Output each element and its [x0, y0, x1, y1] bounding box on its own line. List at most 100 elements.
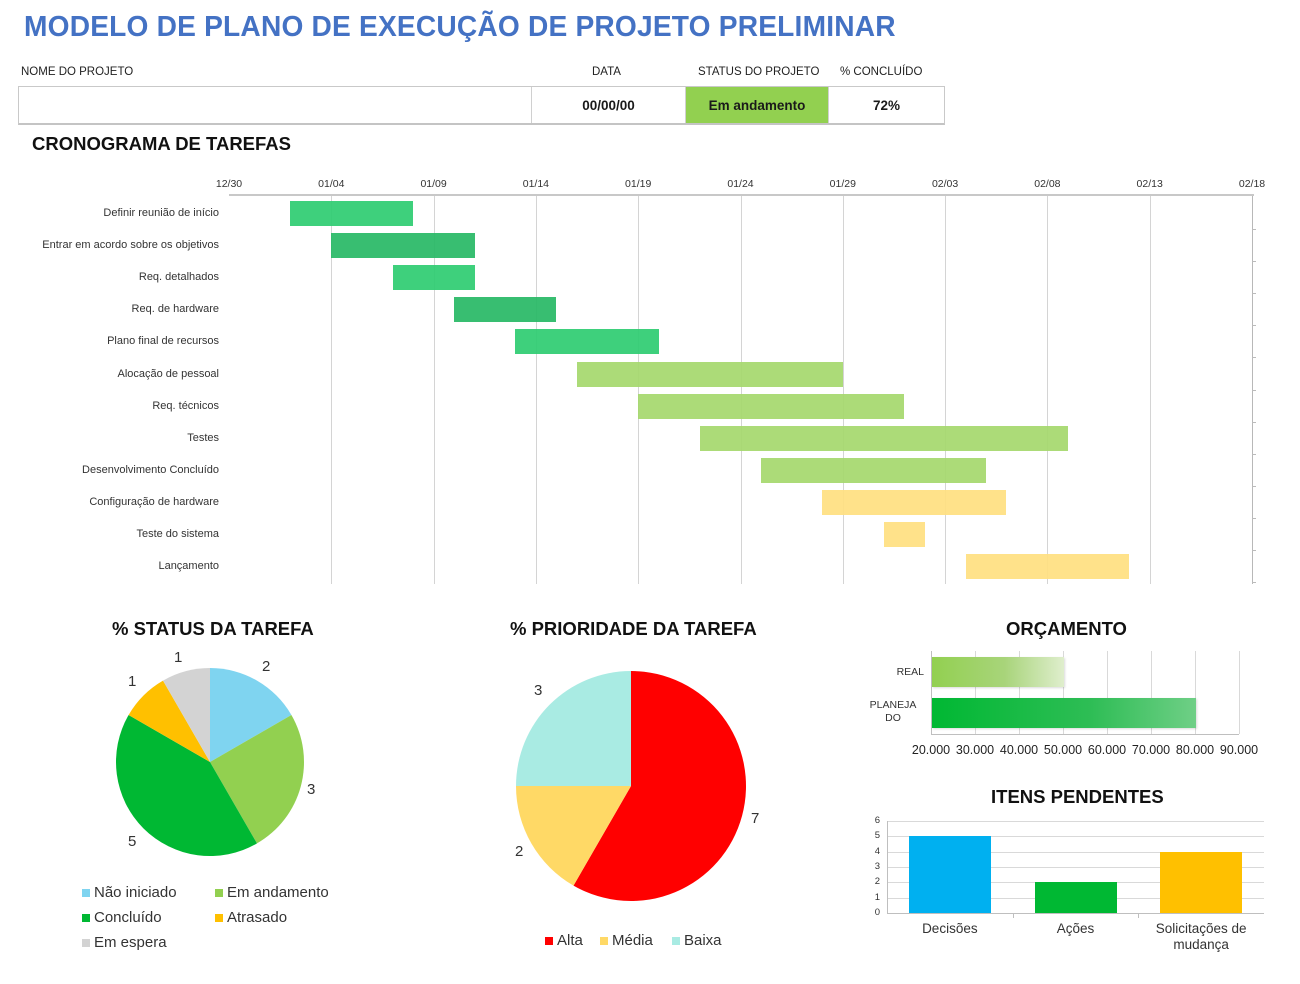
pending-x-tick	[1138, 913, 1140, 918]
budget-axis-tick-label: 70.000	[1131, 743, 1171, 757]
legend-label: Não iniciado	[94, 884, 177, 901]
gantt-axis-tick-label: 01/14	[522, 178, 550, 190]
gantt-axis-tick-label: 02/13	[1136, 178, 1163, 190]
legend-swatch-icon	[600, 936, 608, 945]
legend-swatch-icon	[545, 936, 553, 945]
gantt-task-bar[interactable]	[290, 201, 414, 226]
budget-title: ORÇAMENTO	[1006, 618, 1127, 639]
gantt-y-tick	[1252, 517, 1256, 519]
pie-slice[interactable]	[573, 671, 747, 901]
gantt-task-label: Alocação de pessoal	[117, 367, 219, 380]
project-status-field[interactable]: Em andamento	[685, 87, 828, 123]
gantt-axis-tick-label: 02/03	[931, 178, 959, 190]
pie-slice[interactable]	[516, 786, 631, 886]
legend-item[interactable]: Baixa	[672, 932, 722, 949]
gantt-y-tick	[1252, 421, 1256, 423]
gantt-task-bar[interactable]	[965, 554, 1130, 580]
gantt-axis-tick-label: 01/09	[420, 178, 447, 190]
gantt-task-bar[interactable]	[883, 522, 925, 547]
priority-pie-title: % PRIORIDADE DA TAREFA	[510, 618, 757, 639]
budget-category-label-line: DO	[885, 712, 901, 724]
pie-slice[interactable]	[128, 680, 210, 762]
pending-category-label: Solicitações de mudança	[1131, 921, 1271, 953]
budget-axis-tick-label: 80.000	[1175, 743, 1215, 757]
legend-item[interactable]: Atrasado	[215, 909, 287, 926]
gantt-y-tick	[1252, 550, 1256, 551]
pending-x-tick	[1012, 913, 1014, 918]
pending-axis-tick-label: 6	[874, 815, 880, 826]
gantt-task-bar[interactable]	[822, 489, 1007, 515]
budget-gridline	[1195, 651, 1196, 734]
pending-bar[interactable]	[1160, 851, 1243, 913]
gantt-gridline	[536, 195, 537, 584]
pie-data-label: 7	[751, 810, 760, 827]
pie-slice[interactable]	[210, 668, 292, 762]
legend-label: Alta	[557, 932, 583, 949]
percent-complete-label: % CONCLUÍDO	[840, 66, 923, 78]
gantt-task-bar[interactable]	[760, 457, 986, 483]
gantt-y-tick	[1252, 229, 1256, 230]
gantt-y-tick	[1252, 453, 1256, 455]
legend-item[interactable]: Em andamento	[215, 884, 329, 901]
pending-gridline	[887, 851, 1264, 853]
project-status-label: STATUS DO PROJETO	[698, 66, 820, 78]
gantt-task-bar[interactable]	[454, 297, 557, 323]
budget-axis-tick-label: 50.000	[1043, 743, 1083, 757]
gantt-gridline	[1150, 195, 1151, 584]
pending-bar[interactable]	[908, 836, 991, 913]
legend-swatch-icon	[82, 913, 90, 922]
pie-data-label: 2	[515, 843, 524, 860]
budget-y-axis	[931, 651, 932, 734]
pending-gridline	[887, 836, 1264, 838]
gantt-axis-tick-label: 01/04	[318, 178, 345, 190]
pie-data-label: 5	[128, 833, 137, 850]
date-label: DATA	[592, 66, 621, 78]
pending-category-label-line: Solicitações de	[1155, 921, 1247, 936]
pending-gridline	[887, 821, 1264, 822]
pie-slice[interactable]	[116, 715, 257, 856]
legend-item[interactable]: Em espera	[82, 934, 167, 951]
gantt-task-label: Plano final de recursos	[107, 335, 219, 348]
legend-label: Em andamento	[227, 884, 329, 901]
pie-slice[interactable]	[516, 671, 631, 786]
gantt-axis-tick-label: 02/08	[1034, 178, 1061, 190]
legend-item[interactable]: Média	[600, 932, 653, 949]
gantt-y-tick	[1252, 261, 1256, 263]
gantt-gridline	[741, 195, 742, 584]
pie-slice[interactable]	[210, 715, 305, 844]
budget-category-label: PLANEJA DO	[862, 699, 924, 725]
legend-item[interactable]: Não iniciado	[82, 884, 177, 901]
legend-item[interactable]: Alta	[545, 932, 583, 949]
pending-bar[interactable]	[1034, 882, 1117, 913]
budget-axis-tick-label: 60.000	[1087, 743, 1127, 757]
budget-axis-tick-label: 20.000	[911, 743, 951, 757]
gantt-gridline	[843, 195, 844, 584]
legend-item[interactable]: Concluído	[82, 909, 162, 926]
gantt-axis-tick-label: 02/18	[1238, 178, 1266, 190]
date-field[interactable]: 00/00/00	[531, 87, 685, 123]
pie-data-label: 2	[262, 658, 271, 675]
pending-axis-tick-label: 5	[874, 830, 880, 842]
gantt-task-bar[interactable]	[576, 361, 843, 387]
legend-swatch-icon	[82, 938, 90, 947]
pending-axis-tick-label: 0	[874, 907, 880, 918]
gantt-task-bar[interactable]	[515, 329, 659, 355]
gantt-task-bar[interactable]	[331, 233, 475, 259]
gantt-x-axis	[229, 194, 1254, 196]
budget-bar[interactable]	[932, 698, 1196, 728]
gantt-task-bar[interactable]	[392, 265, 475, 291]
pie-data-label: 1	[174, 649, 183, 666]
project-info-table: 00/00/00 Em andamento 72%	[18, 86, 945, 125]
gantt-task-label: Req. detalhados	[138, 271, 219, 284]
gantt-title: CRONOGRAMA DE TAREFAS	[32, 133, 291, 154]
percent-complete-field[interactable]: 72%	[828, 87, 944, 123]
gantt-gridline	[434, 195, 435, 584]
gantt-task-bar[interactable]	[699, 425, 1068, 451]
gantt-task-bar[interactable]	[638, 393, 905, 419]
pie-slice[interactable]	[163, 668, 210, 762]
gantt-axis-tick-label: 01/19	[625, 178, 652, 190]
budget-bar[interactable]	[932, 657, 1064, 687]
pending-category-label-line: Decisões	[922, 921, 978, 936]
gantt-y-tick	[1252, 485, 1256, 487]
